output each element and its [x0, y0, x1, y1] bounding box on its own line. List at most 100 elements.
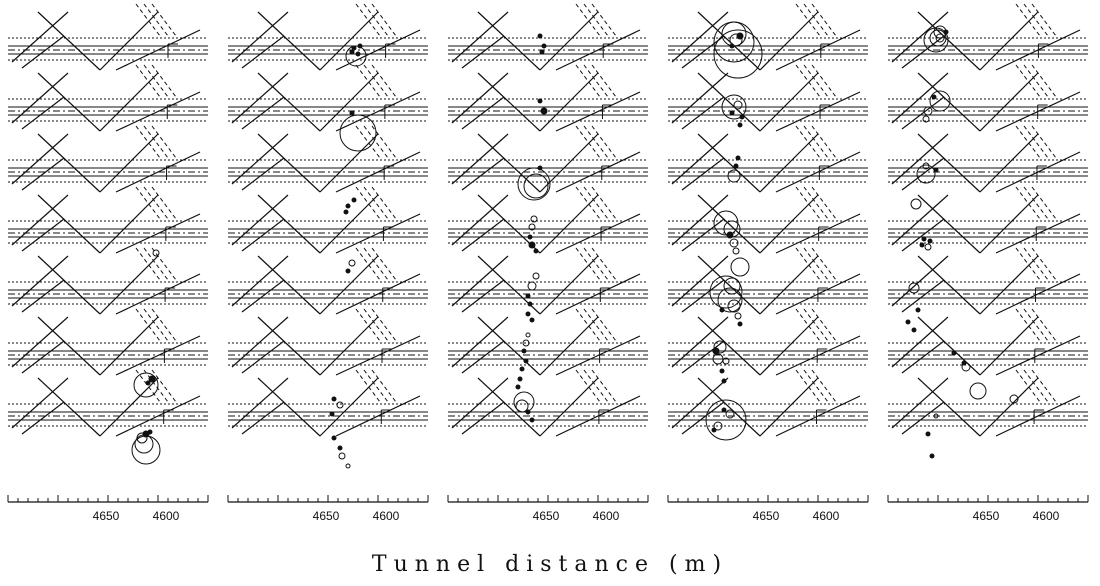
event-dot	[919, 242, 925, 248]
event-dot	[712, 347, 720, 355]
fault-trace	[901, 157, 945, 191]
axis-tick-label: 4650	[973, 509, 1000, 523]
event-dot	[523, 358, 529, 364]
event-dot	[527, 301, 533, 307]
event-circle	[1009, 394, 1019, 404]
fault-trace	[99, 377, 159, 437]
event-circle	[933, 413, 939, 419]
fault-trace	[461, 96, 505, 130]
fault-trace	[231, 316, 289, 368]
fault-trace	[335, 273, 421, 315]
event-circle	[530, 215, 538, 223]
fault-trace	[891, 316, 949, 368]
panel-r3-c3	[448, 125, 648, 201]
event-dot	[537, 98, 543, 104]
event-circle	[517, 167, 551, 201]
fault-trace	[477, 72, 541, 132]
axis-tick-label: 4600	[373, 509, 400, 523]
fault-trace	[995, 213, 1081, 254]
fault-trace	[37, 255, 101, 315]
fault-trace-dashed	[151, 3, 177, 37]
fault-trace	[759, 194, 819, 254]
fault-trace	[979, 72, 1039, 132]
fault-trace	[231, 377, 289, 429]
fault-trace	[697, 377, 761, 437]
event-circle	[523, 173, 549, 199]
fault-trace-dashed	[1023, 369, 1049, 403]
fault-trace-dashed	[143, 186, 169, 220]
event-circle	[729, 33, 743, 47]
axis-tick-label: 4600	[813, 509, 840, 523]
event-dot	[719, 368, 725, 374]
panel-r4-c3	[448, 186, 648, 254]
fault-trace	[681, 279, 725, 313]
panel-r7-c3	[448, 369, 648, 437]
fault-trace-dashed	[143, 308, 169, 342]
event-circle	[717, 287, 743, 313]
fault-trace	[995, 151, 1081, 193]
fault-trace	[231, 194, 289, 246]
fault-trace	[11, 377, 69, 429]
fault-trace-dashed	[143, 64, 169, 98]
event-dot	[528, 241, 536, 249]
fault-trace	[917, 316, 981, 376]
event-dot	[355, 51, 361, 57]
fault-trace-dashed	[1031, 369, 1057, 403]
axis-tick-label: 4600	[1033, 509, 1060, 523]
fault-trace	[979, 194, 1039, 254]
fault-trace-dashed	[803, 247, 829, 281]
panel-r4-c1	[8, 186, 208, 257]
fault-trace	[241, 279, 285, 313]
fault-trace	[979, 255, 1039, 315]
event-circle	[134, 434, 154, 454]
event-dot	[345, 268, 351, 274]
event-circle	[713, 421, 723, 431]
fault-trace-dashed	[363, 186, 389, 220]
fault-trace	[995, 273, 1081, 315]
fault-trace	[257, 377, 321, 437]
event-dot	[337, 445, 343, 451]
event-dot	[331, 435, 337, 441]
event-circle	[910, 198, 922, 210]
event-dot	[905, 319, 911, 325]
fault-trace-dashed	[591, 247, 617, 281]
fault-trace	[979, 316, 1039, 376]
fault-trace	[555, 335, 641, 376]
fault-trace-dashed	[1023, 64, 1049, 98]
event-dot	[519, 366, 525, 372]
fault-trace	[335, 213, 421, 254]
fault-trace-dashed	[583, 308, 609, 342]
fault-trace	[901, 401, 945, 435]
fault-trace	[681, 340, 725, 374]
fault-trace-dashed	[371, 308, 397, 342]
fault-trace	[231, 133, 289, 185]
event-circle	[345, 463, 351, 469]
fault-trace-dashed	[583, 64, 609, 98]
panel-r5-c4	[668, 247, 868, 327]
event-circle	[705, 399, 747, 441]
fault-trace	[671, 72, 729, 124]
fault-trace	[891, 194, 949, 246]
fault-trace	[21, 218, 65, 252]
fault-trace	[37, 11, 101, 71]
fault-trace	[231, 72, 289, 124]
panel-r5-c2	[228, 247, 428, 315]
fault-trace	[697, 255, 761, 315]
event-dot	[343, 209, 349, 215]
fault-trace	[115, 91, 201, 132]
fault-trace	[319, 377, 379, 437]
event-dot	[921, 236, 927, 242]
fault-trace	[461, 35, 505, 69]
event-circle	[522, 339, 530, 347]
x-axis-5: 4650 4600	[887, 495, 1089, 523]
fault-trace	[901, 96, 945, 130]
fault-trace	[11, 255, 69, 307]
fault-trace-dashed	[583, 3, 609, 37]
fault-trace-dashed	[363, 308, 389, 342]
fault-trace-dashed	[363, 64, 389, 98]
fault-trace	[555, 273, 641, 315]
fault-trace-dashed	[803, 308, 829, 342]
panel-r6-c1	[8, 308, 208, 398]
fault-trace-dashed	[1031, 64, 1057, 98]
event-dot	[527, 234, 533, 240]
